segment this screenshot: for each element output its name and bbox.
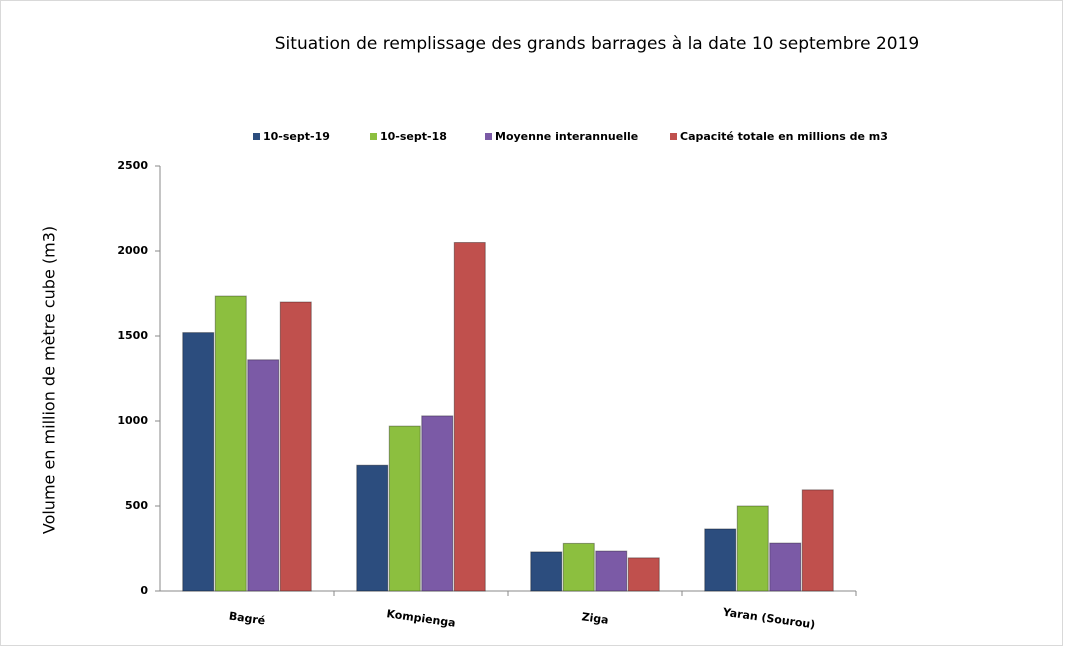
y-tick-label: 1500 (117, 329, 148, 342)
bar (214, 295, 247, 592)
bar (247, 359, 280, 592)
bar (736, 505, 769, 592)
x-tick-label: Bagré (228, 610, 266, 628)
bar (562, 542, 595, 592)
y-axis-label: Volume en million de mètre cube (m3) (40, 226, 59, 534)
chart-title: Situation de remplissage des grands barr… (275, 34, 919, 54)
legend-swatch (370, 133, 377, 140)
y-tick-label: 2500 (117, 159, 148, 172)
legend-label: 10-sept-18 (380, 130, 447, 143)
bar (627, 557, 660, 592)
legend-swatch (670, 133, 677, 140)
x-tick-label: Ziga (581, 610, 610, 627)
legend-swatch (253, 133, 260, 140)
y-tick-label: 2000 (117, 244, 148, 257)
bar (801, 489, 834, 592)
bar (421, 415, 454, 592)
legend-swatch (485, 133, 492, 140)
legend-label: Capacité totale en millions de m3 (680, 130, 888, 143)
y-tick-label: 500 (125, 499, 148, 512)
bar (769, 542, 802, 592)
legend-label: 10-sept-19 (263, 130, 330, 143)
bar (182, 332, 215, 592)
bar (595, 550, 628, 592)
bar (530, 551, 563, 592)
bar (279, 301, 312, 592)
legend-label: Moyenne interannuelle (495, 130, 638, 143)
bar (453, 242, 486, 592)
y-tick-label: 0 (140, 584, 148, 597)
bar (356, 464, 389, 592)
bar (704, 528, 737, 592)
bar (388, 425, 421, 592)
y-tick-label: 1000 (117, 414, 148, 427)
